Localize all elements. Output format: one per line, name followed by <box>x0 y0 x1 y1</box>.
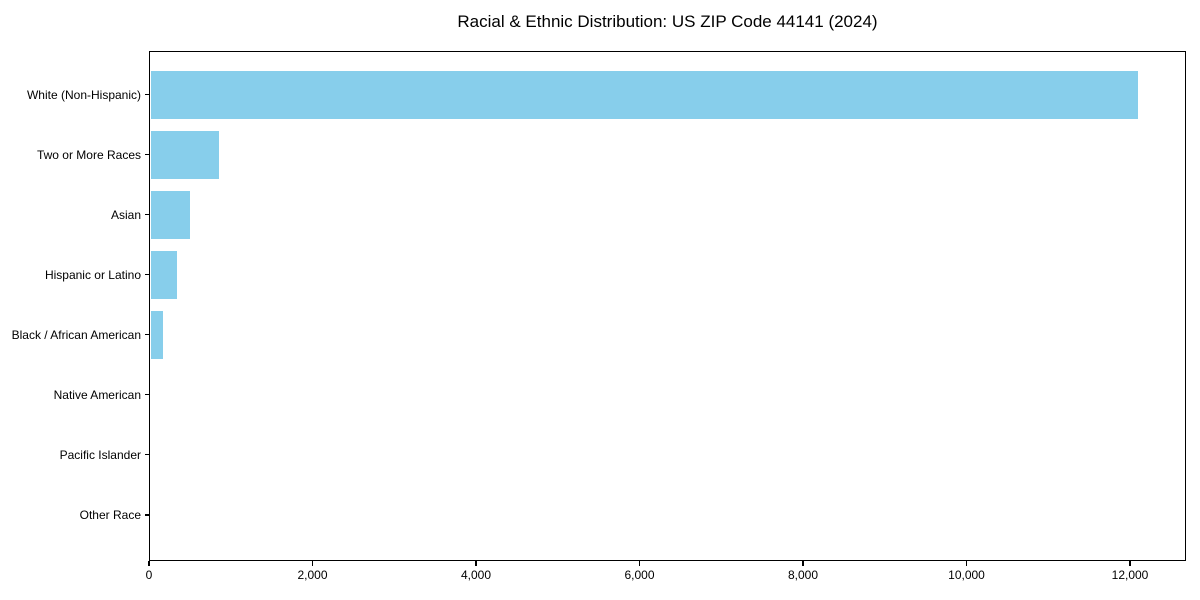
y-tick-label-two-or-more-races: Two or More Races <box>36 147 141 162</box>
bar-black-african-american <box>150 310 163 359</box>
y-tick-label-other-race: Other Race <box>79 507 141 522</box>
x-tick-label-8-000: 8,000 <box>787 568 819 582</box>
chart-title: Racial & Ethnic Distribution: US ZIP Cod… <box>457 12 878 31</box>
bar-hispanic-or-latino <box>150 250 177 299</box>
y-tick-label-pacific-islander: Pacific Islander <box>59 447 141 462</box>
y-tick-label-black-african-american: Black / African American <box>11 327 141 342</box>
x-tick-mark <box>475 561 477 566</box>
x-tick-label-2-000: 2,000 <box>297 568 328 582</box>
y-tick-label-white-non-hispanic: White (Non-Hispanic) <box>26 87 141 102</box>
x-tick-mark <box>311 561 314 566</box>
y-tick-mark <box>144 514 149 516</box>
x-tick-mark <box>965 561 968 566</box>
y-tick-mark <box>144 394 149 396</box>
y-tick-mark <box>144 334 149 336</box>
y-tick-mark <box>144 153 149 156</box>
y-tick-label-asian: Asian <box>110 207 141 222</box>
y-tick-label-native-american: Native American <box>53 387 141 402</box>
y-tick-mark <box>144 454 149 456</box>
x-tick-mark <box>638 561 641 566</box>
y-tick-mark <box>144 274 149 276</box>
x-tick-label-0: 0 <box>145 568 153 582</box>
x-tick-label-6-000: 6,000 <box>624 568 655 582</box>
y-tick-mark <box>144 93 149 96</box>
x-tick-label-4-000: 4,000 <box>460 568 492 582</box>
x-tick-label-10-000: 10,000 <box>948 568 985 582</box>
x-tick-mark <box>1129 561 1131 566</box>
x-tick-mark <box>148 561 150 566</box>
y-tick-mark <box>144 214 149 216</box>
plot-area <box>149 51 1186 561</box>
bar-white-non-hispanic <box>150 70 1139 119</box>
y-tick-label-hispanic-or-latino: Hispanic or Latino <box>44 267 141 282</box>
bar-two-or-more-races <box>150 130 219 179</box>
x-tick-mark <box>802 561 804 566</box>
bar-asian <box>150 190 190 239</box>
x-tick-label-12-000: 12,000 <box>1111 568 1149 582</box>
